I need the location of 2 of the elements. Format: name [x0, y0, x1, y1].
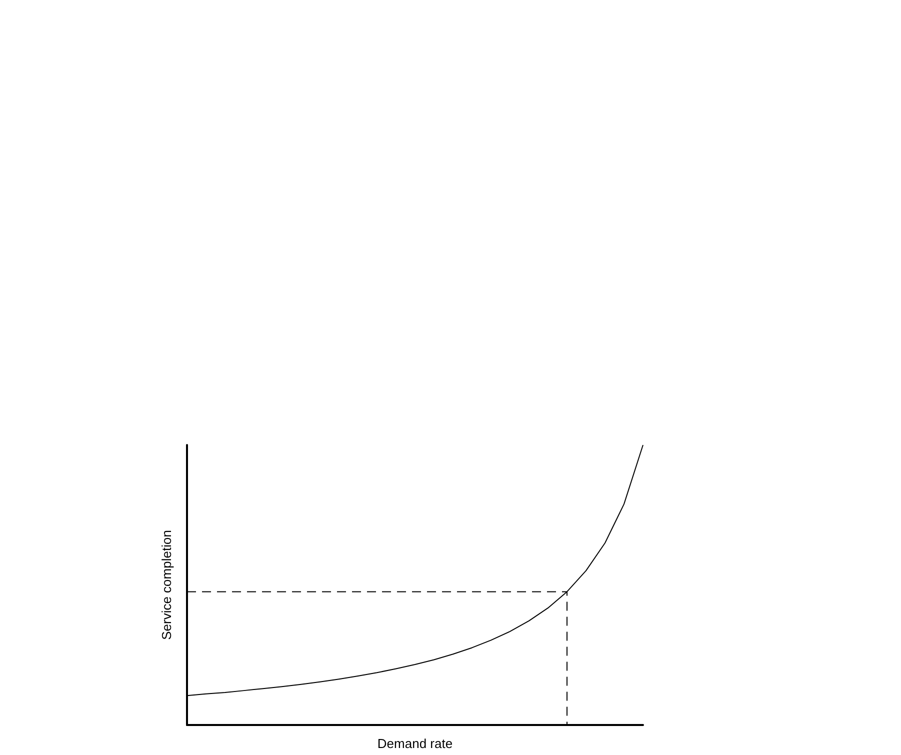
y-axis-title: Service completion	[159, 530, 174, 640]
x-axis-title: Demand rate	[377, 736, 453, 751]
